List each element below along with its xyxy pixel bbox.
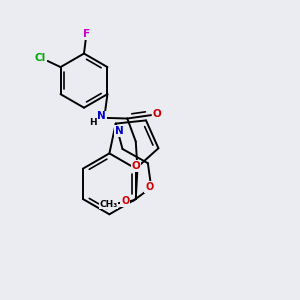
Text: O: O	[121, 196, 129, 206]
Text: H: H	[89, 118, 97, 127]
Text: O: O	[145, 182, 153, 192]
Text: Cl: Cl	[34, 52, 46, 63]
Text: N: N	[97, 112, 106, 122]
Text: O: O	[131, 161, 140, 171]
Text: N: N	[115, 126, 124, 136]
Text: O: O	[153, 110, 161, 119]
Text: CH₃: CH₃	[100, 200, 118, 209]
Text: F: F	[83, 29, 90, 39]
